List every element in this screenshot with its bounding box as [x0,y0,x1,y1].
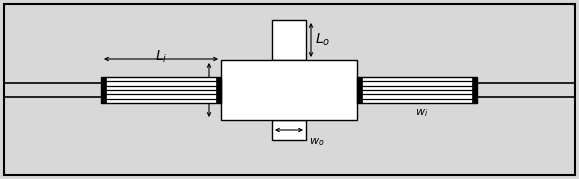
Bar [472,77,477,103]
Text: $L_o$: $L_o$ [315,32,330,48]
Bar [216,77,221,103]
Bar [221,60,357,120]
Text: $w_o$: $w_o$ [309,136,324,148]
Text: $w_c$: $w_c$ [186,84,201,96]
Text: $w_i$: $w_i$ [415,107,428,119]
Bar [272,20,306,60]
Text: $L_i$: $L_i$ [155,49,167,65]
Bar [272,120,306,140]
Bar [101,77,221,103]
Bar [357,77,477,103]
Bar [101,77,106,103]
Bar [357,77,362,103]
